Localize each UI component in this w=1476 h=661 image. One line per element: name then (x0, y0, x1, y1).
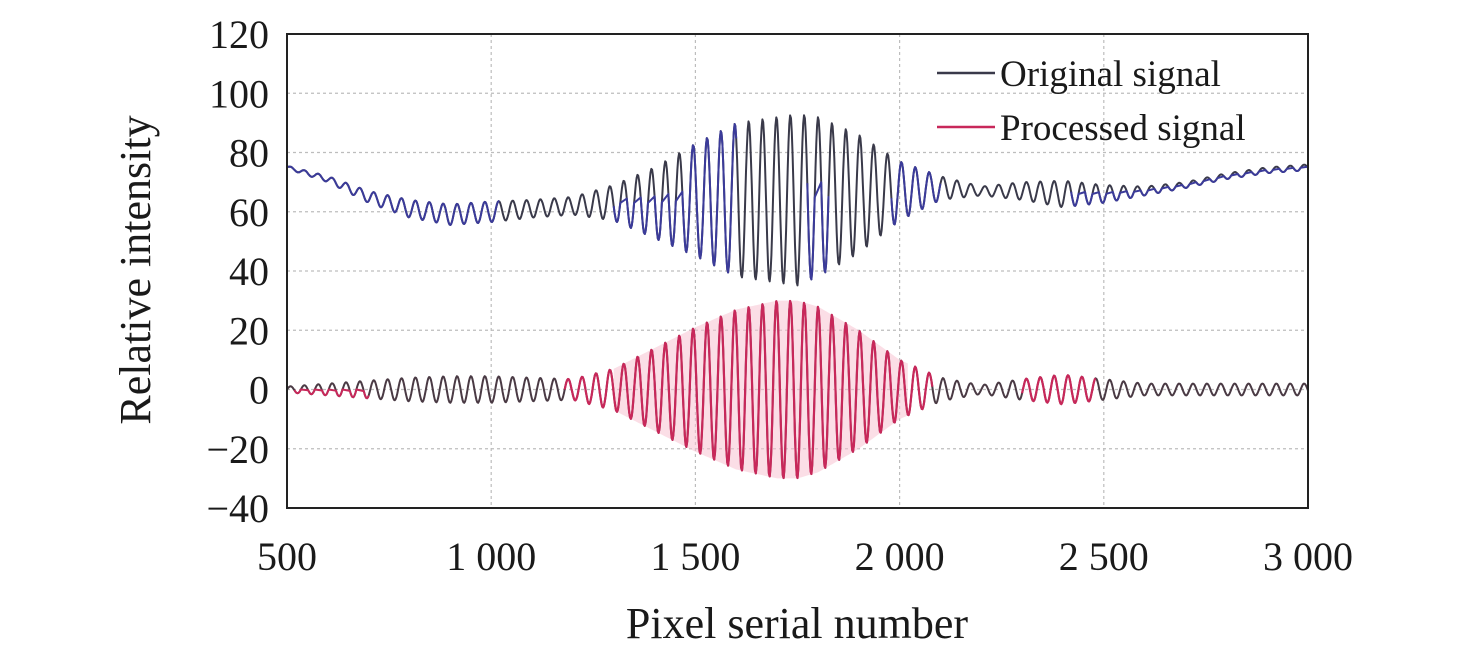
x-tick-label: 3 000 (1263, 534, 1353, 579)
x-tick-label: 2 500 (1059, 534, 1149, 579)
series-line-processed (563, 299, 934, 480)
series-line-processed-tail (1021, 374, 1097, 406)
plot-frame (286, 33, 1309, 509)
series-line-processed-head (293, 388, 370, 400)
series-line-original-highlight (612, 190, 689, 254)
y-tick-labels: −40 −20 0 20 40 60 80 100 120 (206, 12, 269, 531)
y-tick-label: 40 (229, 249, 269, 294)
legend-label-original: Original signal (1000, 54, 1221, 95)
y-tick-label: 100 (209, 71, 269, 116)
y-tick-label: 0 (249, 368, 269, 413)
series-layer (286, 114, 1309, 480)
series-line-original-highlight (806, 181, 830, 281)
series-line-original-highlight (1070, 165, 1309, 207)
legend-label-processed: Processed signal (1000, 108, 1246, 149)
x-tick-label: 500 (257, 534, 317, 579)
x-tick-label: 1 500 (650, 534, 740, 579)
legend: Original signal Processed signal (937, 54, 1246, 149)
y-tick-label: 120 (209, 12, 269, 57)
series-line-original-highlight (286, 165, 500, 226)
series-line-original-highlight (890, 161, 942, 226)
x-tick-label: 2 000 (855, 534, 945, 579)
x-axis-title: Pixel serial number (626, 599, 968, 648)
y-tick-label: −20 (206, 427, 269, 472)
y-tick-label: 80 (229, 131, 269, 176)
x-tick-labels: 500 1 000 1 500 2 000 2 500 3 000 (257, 534, 1353, 579)
y-axis-title: Relative intensity (111, 115, 160, 424)
y-tick-label: 60 (229, 190, 269, 235)
y-tick-label: 20 (229, 308, 269, 353)
series-line-original-highlight (686, 123, 738, 274)
y-tick-label: −40 (206, 486, 269, 531)
x-tick-label: 1 000 (446, 534, 536, 579)
